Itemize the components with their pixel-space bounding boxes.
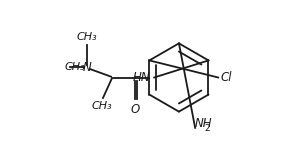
Text: Cl: Cl: [221, 71, 232, 84]
Text: CH₃: CH₃: [76, 32, 97, 42]
Text: CH₃: CH₃: [64, 62, 85, 72]
Text: CH₃: CH₃: [92, 101, 113, 111]
Text: O: O: [131, 103, 140, 116]
Text: 2: 2: [204, 124, 210, 133]
Text: NH: NH: [195, 117, 213, 130]
Text: HN: HN: [132, 71, 150, 84]
Text: N: N: [82, 61, 91, 74]
